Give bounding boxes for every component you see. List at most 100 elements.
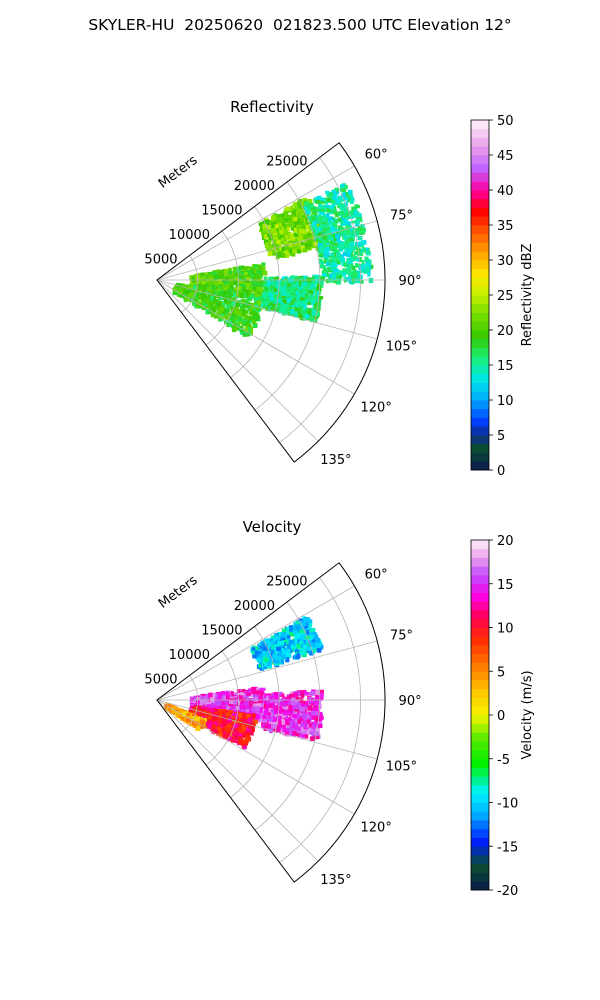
echo-gate — [234, 326, 239, 331]
echo-gate — [270, 297, 275, 302]
echo-gate — [219, 710, 226, 714]
echo-gate — [258, 664, 262, 668]
echo-gate — [315, 207, 321, 212]
echo-gate — [355, 222, 360, 227]
echo-gate — [252, 276, 257, 282]
echo-gate — [255, 307, 260, 311]
echo-gate — [345, 238, 350, 243]
echo-gate — [318, 253, 324, 258]
echo-gate — [245, 280, 250, 284]
echo-gate — [213, 711, 218, 717]
echo-gate — [349, 278, 355, 284]
echo-gate — [336, 249, 340, 254]
echo-gate — [278, 280, 284, 286]
echo-gate — [349, 195, 354, 199]
echo-gate — [326, 242, 330, 246]
echo-gate — [341, 262, 346, 267]
echo-gate — [283, 240, 289, 244]
echo-gate — [287, 282, 292, 286]
echo-gate — [286, 231, 292, 236]
echo-gate — [228, 293, 232, 299]
echo-gate — [284, 277, 290, 282]
colorbar-band — [471, 400, 489, 410]
colorbar-band — [471, 128, 489, 138]
echo-gate — [259, 690, 264, 696]
echo-gate — [340, 227, 345, 232]
echo-gate — [304, 224, 309, 229]
echo-gate — [215, 695, 221, 701]
echo-gate — [344, 247, 350, 252]
echo-gate — [323, 253, 327, 257]
echo-gate — [241, 719, 246, 725]
echo-gate — [232, 732, 236, 736]
echo-gate — [232, 726, 237, 732]
echo-gate — [257, 287, 263, 293]
echo-gate — [237, 738, 242, 744]
echo-gate — [274, 280, 279, 284]
echo-gate — [286, 649, 291, 654]
echo-gate — [320, 264, 326, 269]
echo-gate — [311, 638, 315, 643]
colorbar-band — [471, 461, 489, 471]
echo-gate — [283, 229, 288, 233]
echo-gate — [242, 694, 247, 699]
colorbar-band — [471, 181, 489, 191]
echo-gate — [281, 290, 287, 296]
echo-gate — [252, 318, 256, 324]
echo-gate — [274, 249, 278, 254]
colorbar-band — [471, 216, 489, 226]
echo-gate — [195, 725, 201, 731]
echo-gate — [242, 284, 247, 288]
echo-gate — [330, 262, 336, 268]
echo-gate — [323, 258, 327, 263]
echo-gate — [263, 240, 269, 244]
echo-gate — [229, 271, 235, 277]
echo-gate — [304, 286, 308, 292]
echo-gate — [314, 211, 318, 217]
echo-gate — [287, 227, 291, 232]
echo-gate — [229, 284, 234, 289]
echo-gate — [336, 276, 342, 282]
echo-gate — [236, 323, 240, 328]
echo-gate — [249, 307, 253, 313]
echo-gate — [188, 285, 194, 289]
colorbar-tick-label: 45 — [497, 149, 514, 164]
echo-gate — [192, 288, 196, 293]
echo-gate — [290, 243, 295, 249]
azimuth-tick-label: 120° — [361, 401, 392, 416]
echo-gate — [326, 246, 330, 252]
echo-gate — [204, 283, 210, 287]
colorbar-band — [471, 321, 489, 331]
echo-gate — [302, 644, 307, 649]
echo-gate — [264, 219, 270, 226]
echo-gate — [228, 702, 234, 707]
echo-gate — [233, 279, 238, 285]
echo-gate — [334, 256, 339, 261]
echo-gate — [282, 284, 287, 288]
echo-gate — [360, 241, 365, 245]
echo-gate — [302, 290, 306, 295]
echo-gate — [241, 704, 245, 709]
echo-gate — [275, 635, 281, 641]
echo-gate — [268, 230, 273, 235]
colorbar-band — [471, 356, 489, 366]
echo-gate — [271, 644, 275, 650]
echo-gate — [243, 281, 247, 287]
echo-gate — [272, 644, 277, 649]
echo-gate — [206, 707, 212, 714]
echo-gate — [349, 272, 355, 278]
echo-gate — [211, 692, 216, 698]
echo-gate — [330, 252, 335, 257]
echo-gate — [346, 215, 350, 220]
range-ring — [181, 255, 199, 313]
echo-gate — [367, 259, 372, 265]
echo-gate — [350, 210, 355, 215]
echo-gate — [319, 250, 324, 255]
echo-gate — [244, 326, 249, 332]
echo-gate — [279, 231, 284, 235]
echo-gate — [304, 617, 311, 623]
colorbar-tick-label: 20 — [497, 324, 514, 339]
echo-gate — [247, 688, 252, 694]
echo-gate — [252, 719, 258, 724]
echo-gate — [285, 653, 290, 658]
